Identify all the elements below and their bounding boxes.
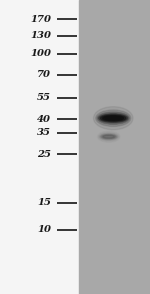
Text: 10: 10: [37, 225, 51, 234]
Ellipse shape: [100, 134, 117, 140]
Ellipse shape: [103, 116, 124, 121]
Text: 70: 70: [37, 71, 51, 79]
Text: 130: 130: [30, 31, 51, 40]
Bar: [79, 0, 150, 294]
Ellipse shape: [99, 133, 119, 141]
Ellipse shape: [93, 107, 133, 130]
Text: 25: 25: [37, 150, 51, 159]
Text: 170: 170: [30, 15, 51, 24]
Ellipse shape: [100, 115, 126, 121]
Ellipse shape: [96, 110, 131, 126]
Ellipse shape: [99, 114, 128, 123]
Text: 15: 15: [37, 198, 51, 207]
Bar: [0, 0, 79, 294]
Text: 35: 35: [37, 128, 51, 137]
Ellipse shape: [103, 135, 115, 138]
Ellipse shape: [101, 135, 116, 139]
Text: 55: 55: [37, 93, 51, 102]
Ellipse shape: [106, 117, 121, 120]
Ellipse shape: [97, 112, 129, 124]
Text: 100: 100: [30, 49, 51, 58]
Text: 40: 40: [37, 115, 51, 123]
